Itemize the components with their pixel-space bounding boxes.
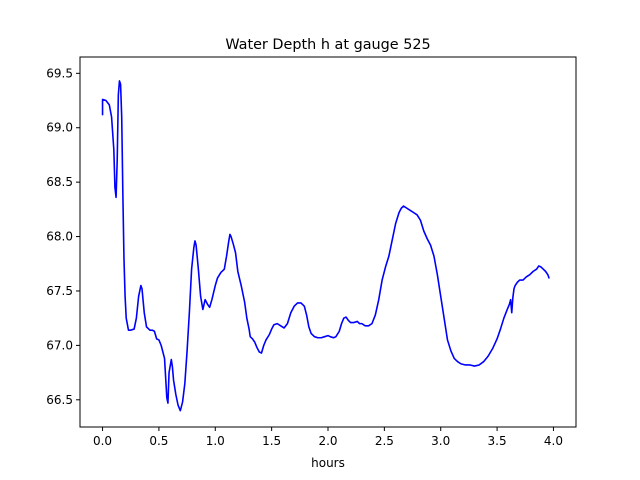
- x-axis-label: hours: [311, 456, 345, 470]
- x-tick-label: 3.5: [488, 434, 507, 448]
- y-tick-label: 67.0: [46, 338, 73, 352]
- y-tick-label: 68.0: [46, 230, 73, 244]
- x-tick-label: 0.0: [93, 434, 112, 448]
- y-tick-label: 69.5: [46, 66, 73, 80]
- x-tick-label: 3.0: [431, 434, 450, 448]
- y-tick-label: 66.5: [46, 393, 73, 407]
- x-tick-label: 0.5: [149, 434, 168, 448]
- y-tick-label: 69.0: [46, 121, 73, 135]
- y-tick-label: 67.5: [46, 284, 73, 298]
- x-tick-label: 2.0: [318, 434, 337, 448]
- x-tick-label: 4.0: [544, 434, 563, 448]
- chart-title: Water Depth h at gauge 525: [225, 37, 430, 53]
- x-axis-ticks: 0.0 0.5 1.0 1.5 2.0 2.5 3.0 3.5 4.0: [93, 427, 563, 448]
- x-tick-label: 1.5: [262, 434, 281, 448]
- y-axis-ticks: 66.5 67.0 67.5 68.0 68.5 69.0 69.5: [46, 66, 80, 407]
- x-tick-label: 2.5: [375, 434, 394, 448]
- x-tick-label: 1.0: [206, 434, 225, 448]
- y-tick-label: 68.5: [46, 175, 73, 189]
- series-line-0: [101, 80, 550, 412]
